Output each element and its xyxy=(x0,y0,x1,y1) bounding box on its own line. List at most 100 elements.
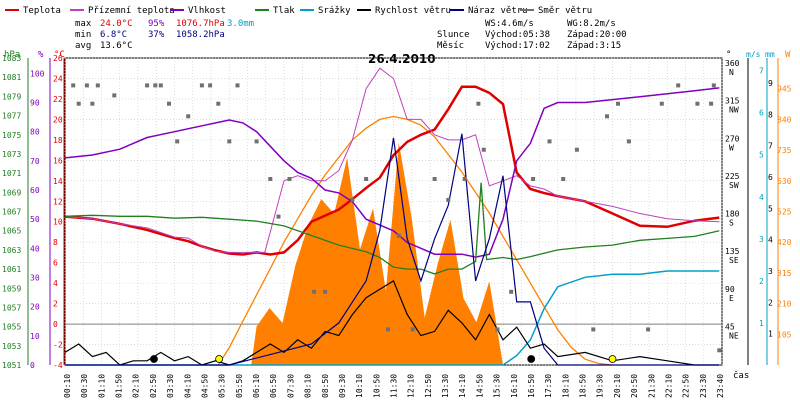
sun-marker xyxy=(608,355,617,363)
wind-dir-point xyxy=(216,101,221,106)
deg-tick: 360 xyxy=(725,59,740,68)
x-tick: 15:30 xyxy=(493,374,502,398)
wind-speed-info: WS:4.6m/s xyxy=(485,19,534,29)
c-tick: 26 xyxy=(53,54,63,63)
wind-dir-point xyxy=(547,139,552,144)
legend-label: Rychlost větru xyxy=(375,6,451,16)
pct-tick: 90 xyxy=(30,99,40,108)
wind-dir-point xyxy=(199,83,204,88)
moon-set: Západ:3:15 xyxy=(567,41,621,51)
c-tick: 2 xyxy=(53,300,58,309)
c-tick: 18 xyxy=(53,136,63,145)
wind-dir-point xyxy=(364,177,369,181)
deg-tick: 225 xyxy=(725,172,740,181)
wind-dir-point xyxy=(95,83,100,88)
wind-dir-point xyxy=(76,101,81,106)
x-tick: 20:50 xyxy=(630,374,639,398)
mm-tick: 5 xyxy=(768,204,773,213)
hpa-tick: 1057 xyxy=(2,303,21,312)
legend-label: Přízemní teplota xyxy=(88,6,175,16)
hpa-tick: 1083 xyxy=(2,54,21,63)
dir-tick: W xyxy=(729,143,734,152)
mm-tick: 3 xyxy=(768,267,773,276)
astro-info: WS:4.6m/s WG:8.2m/s Slunce Východ:05:38 Zápa… xyxy=(437,19,627,51)
c-tick: 14 xyxy=(53,177,63,186)
mm-tick: 6 xyxy=(768,173,773,182)
right-axes: ° m/s mm W360N315NW270W225SW180S135SE90E45N… xyxy=(725,50,792,365)
series-pressure xyxy=(64,182,720,275)
wind-dir-point xyxy=(561,177,566,181)
c-tick: 6 xyxy=(53,259,58,268)
x-tick: 01:50 xyxy=(115,374,124,398)
hpa-tick: 1051 xyxy=(2,361,21,370)
hpa-tick: 1079 xyxy=(2,92,21,101)
pct-tick: 100 xyxy=(30,69,45,78)
w-tick: 210 xyxy=(777,300,792,309)
hpa-tick: 1053 xyxy=(2,342,21,351)
hpa-tick: 1061 xyxy=(2,265,21,274)
w-tick: 945 xyxy=(777,85,792,94)
x-tick: 14:50 xyxy=(475,374,484,398)
ms-tick: 7 xyxy=(759,67,764,76)
c-tick: 0 xyxy=(53,320,58,329)
moon-marker xyxy=(150,355,158,363)
pct-tick: 30 xyxy=(30,274,40,283)
dir-tick: E xyxy=(729,294,734,303)
moon-marker xyxy=(527,355,536,363)
hpa-unit: hPa xyxy=(4,50,20,60)
dir-tick: NW xyxy=(729,106,739,115)
c-tick: -4 xyxy=(53,361,63,370)
legend-item: Teplota xyxy=(5,6,61,16)
pct-tick: 20 xyxy=(30,303,40,312)
hpa-tick: 1067 xyxy=(2,208,21,217)
legend-item: Směr větru xyxy=(520,6,592,16)
moon-rise: Východ:17:02 xyxy=(485,41,550,51)
sun-marker xyxy=(215,355,224,363)
x-tick: 04:10 xyxy=(183,374,192,398)
w-tick: 525 xyxy=(777,208,792,217)
ms-tick: 3 xyxy=(759,235,764,244)
x-tick: 12:50 xyxy=(424,374,433,398)
wind-dir-point xyxy=(717,348,722,353)
mm-unit: mm xyxy=(765,50,775,59)
wind-dir-point xyxy=(531,177,536,181)
w-tick: 630 xyxy=(777,177,792,186)
x-tick: 02:50 xyxy=(149,374,158,398)
wind-dir-point xyxy=(112,93,117,98)
c-tick: -2 xyxy=(53,341,63,350)
stat-max-temp: 24.0°C xyxy=(100,19,133,29)
x-tick: 18:10 xyxy=(561,374,570,398)
legend-item: Náraz větru xyxy=(450,6,528,16)
legend-label: Náraz větru xyxy=(468,6,528,16)
ms-tick: 1 xyxy=(759,319,764,328)
wind-dir-point xyxy=(254,139,259,144)
time-unit: čas xyxy=(733,370,749,381)
stat-max-label: max xyxy=(75,19,92,29)
wind-dir-point xyxy=(616,101,620,106)
wind-gust-info: WG:8.2m/s xyxy=(567,19,616,29)
hpa-tick: 1059 xyxy=(2,284,21,293)
series-solar xyxy=(217,115,613,366)
series-wind-direction xyxy=(71,83,722,353)
x-tick: 17:30 xyxy=(544,374,553,398)
dir-tick: S xyxy=(729,219,734,228)
x-tick: 13:30 xyxy=(441,374,450,398)
hpa-tick: 1073 xyxy=(2,150,21,159)
c-tick: 24 xyxy=(53,74,63,83)
wind-dir-point xyxy=(235,83,240,88)
wind-dir-point xyxy=(158,83,163,88)
x-tick: 12:10 xyxy=(407,374,416,398)
w-unit: W xyxy=(785,50,791,60)
stat-min-temp: 6.8°C xyxy=(100,30,127,40)
wind-dir-point xyxy=(481,147,486,152)
mm-tick: 2 xyxy=(768,298,773,307)
mm-tick: 4 xyxy=(768,236,773,245)
pct-tick: 70 xyxy=(30,157,40,166)
legend-label: Srážky xyxy=(318,6,351,16)
wind-dir-point xyxy=(495,327,500,332)
legend-item: Přízemní teplota xyxy=(70,6,175,16)
wind-dir-point xyxy=(432,177,437,181)
wind-dir-point xyxy=(446,197,451,202)
series-rain xyxy=(65,270,720,366)
